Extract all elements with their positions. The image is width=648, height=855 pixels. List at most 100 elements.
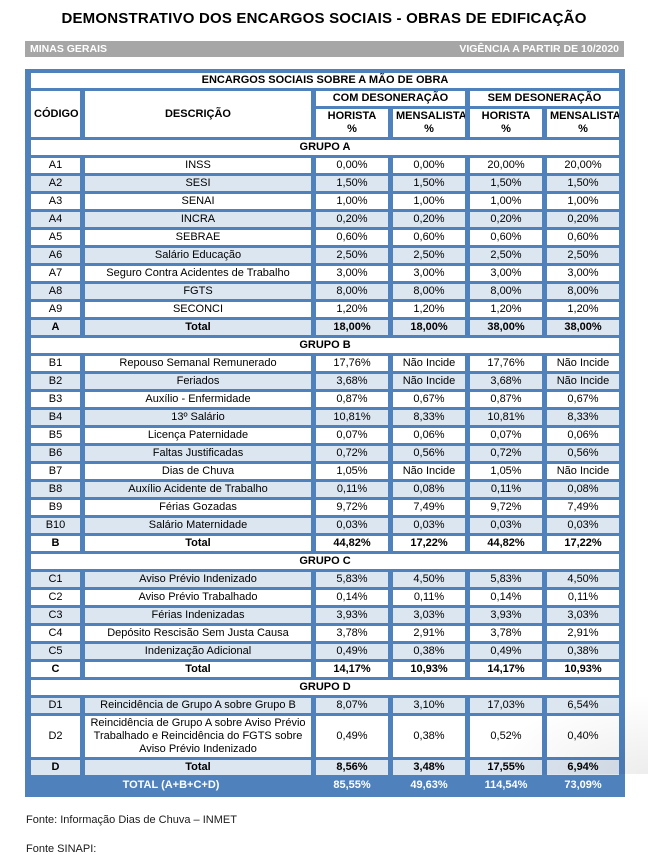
cell-value: 0,00% (392, 157, 466, 174)
cell-value: 1,20% (469, 301, 543, 318)
cell-value: 0,20% (392, 211, 466, 228)
cell-value: 0,67% (546, 391, 620, 408)
cell-value: 17,76% (469, 355, 543, 372)
grand-total-value: 49,63% (392, 777, 466, 794)
cell-value: 0,08% (392, 481, 466, 498)
table-row: B1 Repouso Semanal Remunerado 17,76% Não In… (30, 355, 620, 372)
cell-value: 0,38% (392, 715, 466, 758)
table-row: B3 Auxílio - Enfermidade 0,87% 0,67% 0,87% 0,… (30, 391, 620, 408)
cell-value: 4,50% (392, 571, 466, 588)
cell-value: Não Incide (546, 463, 620, 480)
group-header-label: GRUPO B (30, 337, 620, 354)
cell-value: 0,06% (392, 427, 466, 444)
cell-value: 3,03% (392, 607, 466, 624)
cell-description: Férias Indenizadas (84, 607, 312, 624)
cell-code: A3 (30, 193, 81, 210)
cell-value: 7,49% (392, 499, 466, 516)
total-label: Total (84, 661, 312, 678)
cell-value: 0,60% (315, 229, 389, 246)
cell-value: 3,00% (315, 265, 389, 282)
cell-value: 3,00% (546, 265, 620, 282)
cell-value: 0,08% (546, 481, 620, 498)
cell-value: 0,20% (315, 211, 389, 228)
cell-description: Indenização Adicional (84, 643, 312, 660)
col-header-horista-sem: HORISTA% (469, 108, 543, 138)
group-header-row: GRUPO A (30, 139, 620, 156)
total-value: 44,82% (315, 535, 389, 552)
table-row: D2 Reincidência de Grupo A sobre Aviso Pr… (30, 715, 620, 758)
table-title: ENCARGOS SOCIAIS SOBRE A MÃO DE OBRA (30, 72, 620, 89)
cell-code: B9 (30, 499, 81, 516)
cell-value: 8,33% (546, 409, 620, 426)
table-row: A5 SEBRAE 0,60% 0,60% 0,60% 0,60% (30, 229, 620, 246)
cell-description: FGTS (84, 283, 312, 300)
total-value: 8,56% (315, 759, 389, 776)
percent-label: % (424, 123, 434, 135)
table-row: A6 Salário Educação 2,50% 2,50% 2,50% 2,50% (30, 247, 620, 264)
cell-value: 3,10% (392, 697, 466, 714)
table-row: B5 Licença Paternidade 0,07% 0,06% 0,07% 0,06… (30, 427, 620, 444)
total-value: 17,22% (546, 535, 620, 552)
cell-value: 2,50% (315, 247, 389, 264)
cell-code: A9 (30, 301, 81, 318)
cell-value: 0,72% (315, 445, 389, 462)
cell-description: Auxílio Acidente de Trabalho (84, 481, 312, 498)
cell-value: 0,14% (315, 589, 389, 606)
cell-value: 0,52% (469, 715, 543, 758)
cell-value: 20,00% (469, 157, 543, 174)
cell-code: A7 (30, 265, 81, 282)
cell-value: 0,14% (469, 589, 543, 606)
cell-code: B5 (30, 427, 81, 444)
cell-description: Salário Educação (84, 247, 312, 264)
cell-value: 0,20% (546, 211, 620, 228)
cell-value: 0,06% (546, 427, 620, 444)
cell-code: C1 (30, 571, 81, 588)
cell-description: Férias Gozadas (84, 499, 312, 516)
total-value: 10,93% (392, 661, 466, 678)
group-total-row: C Total 14,17% 10,93% 14,17% 10,93% (30, 661, 620, 678)
cell-value: 1,20% (392, 301, 466, 318)
table-row: C2 Aviso Prévio Trabalhado 0,14% 0,11% 0,14%… (30, 589, 620, 606)
region-label: MINAS GERAIS (30, 43, 108, 55)
cell-value: 3,93% (315, 607, 389, 624)
table-row: B10 Salário Maternidade 0,03% 0,03% 0,03% 0,0… (30, 517, 620, 534)
table-row: B7 Dias de Chuva 1,05% Não Incide 1,05% Não I… (30, 463, 620, 480)
group-total-row: D Total 8,56% 3,48% 17,55% 6,94% (30, 759, 620, 776)
cell-value: 0,67% (392, 391, 466, 408)
cell-code: A1 (30, 157, 81, 174)
cell-code: A5 (30, 229, 81, 246)
total-value: 38,00% (469, 319, 543, 336)
table-row: A1 INSS 0,00% 0,00% 20,00% 20,00% (30, 157, 620, 174)
group-header-row: GRUPO C (30, 553, 620, 570)
cell-value: 3,68% (315, 373, 389, 390)
cell-value: 5,83% (469, 571, 543, 588)
cell-value: 0,00% (315, 157, 389, 174)
total-value: 38,00% (546, 319, 620, 336)
col-group-com-desoneracao: COM DESONERAÇÃO (315, 90, 466, 107)
footer-source-sinapi: Fonte SINAPI: (26, 843, 97, 855)
cell-value: 1,50% (392, 175, 466, 192)
cell-code: B7 (30, 463, 81, 480)
table-row: A4 INCRA 0,20% 0,20% 0,20% 0,20% (30, 211, 620, 228)
group-header-label: GRUPO D (30, 679, 620, 696)
cell-value: 1,05% (315, 463, 389, 480)
table-row: A3 SENAI 1,00% 1,00% 1,00% 1,00% (30, 193, 620, 210)
grand-total-label: TOTAL (A+B+C+D) (30, 777, 312, 794)
total-value: 3,48% (392, 759, 466, 776)
total-value: 10,93% (546, 661, 620, 678)
cell-value: 2,50% (546, 247, 620, 264)
cell-description: SESI (84, 175, 312, 192)
percent-label: % (501, 123, 511, 135)
cell-value: 0,49% (469, 643, 543, 660)
total-code: B (30, 535, 81, 552)
cell-description: Feriados (84, 373, 312, 390)
table-row: A8 FGTS 8,00% 8,00% 8,00% 8,00% (30, 283, 620, 300)
cell-code: B10 (30, 517, 81, 534)
total-code: C (30, 661, 81, 678)
cell-value: 2,91% (546, 625, 620, 642)
cell-description: SECONCI (84, 301, 312, 318)
region-bar: MINAS GERAIS VIGÊNCIA A PARTIR DE 10/202… (25, 41, 624, 57)
cell-value: Não Incide (392, 373, 466, 390)
encargos-table: ENCARGOS SOCIAIS SOBRE A MÃO DE OBRA CÓD… (25, 69, 625, 797)
